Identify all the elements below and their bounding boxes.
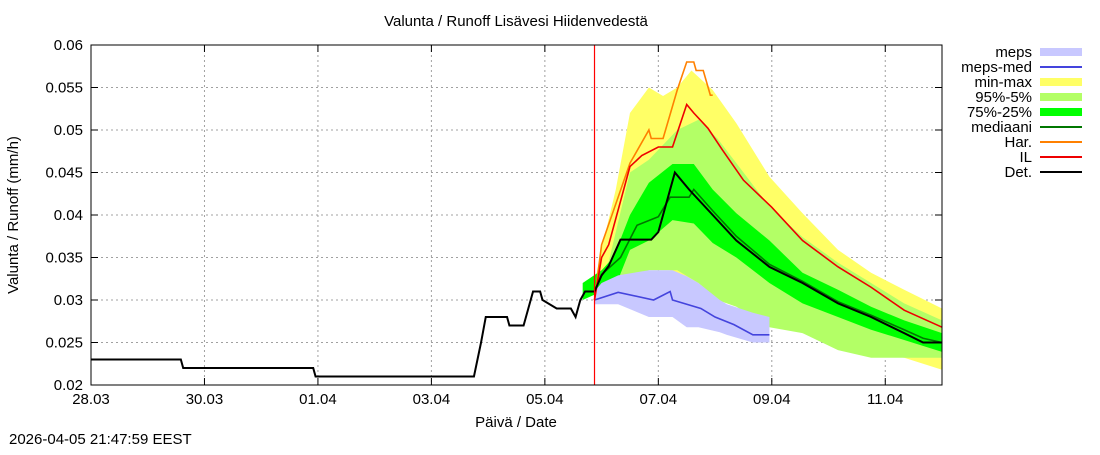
x-tick-label: 07.04 [640,391,678,408]
legend-label: Har. [1004,134,1032,151]
x-tick-label: 01.04 [299,391,337,408]
y-axis-label: Valunta / Runoff (mm/h) [5,136,22,294]
series-det- [91,170,942,378]
series-mediaani [593,188,943,344]
legend-label: 95%-5% [975,89,1032,106]
y-tick-label: 0.04 [54,207,83,224]
axes: 0.02 0.025 0.03 0.035 0.04 0.045 0.05 0.055 0.06… [45,37,943,408]
x-tick-label: 09.04 [753,391,791,408]
x-tick-label: 03.04 [413,391,451,408]
legend-swatch [1040,78,1082,86]
legend-label: mediaani [971,119,1032,136]
x-tick-label: 05.04 [526,391,564,408]
legend-label: 75%-25% [967,104,1032,121]
series-lines [91,45,943,385]
legend-label: meps [995,44,1032,61]
y-tick-label: 0.02 [54,377,83,394]
x-tick-label: 30.03 [186,391,224,408]
series-meps-med [594,290,770,336]
legend-label: meps-med [961,59,1032,76]
grid [91,45,942,385]
y-tick-label: 0.025 [45,335,83,352]
series-il [593,102,943,328]
x-tick-label: 11.04 [867,391,903,408]
y-tick-label: 0.035 [45,250,83,267]
x-tick-label: 28.03 [72,391,110,408]
timestamp: 2026-04-05 21:47:59 EEST [9,431,192,448]
legend-swatch [1040,108,1082,116]
chart-title: Valunta / Runoff Lisävesi Hiidenvedestä [384,13,648,30]
y-tick-label: 0.06 [54,37,83,54]
legend-label: Det. [1004,164,1032,181]
y-tick-label: 0.055 [45,80,83,97]
legend: mepsmeps-medmin-max95%-5%75%-25%mediaani… [961,44,1082,181]
y-tick-label: 0.045 [45,165,83,182]
legend-label: min-max [974,74,1032,91]
series-har- [593,61,713,301]
plot-frame [90,44,943,386]
legend-swatch [1040,48,1082,56]
y-tick-label: 0.03 [54,292,83,309]
band-meps [594,270,770,343]
legend-swatch [1040,93,1082,101]
x-axis-label: Päivä / Date [475,414,557,431]
legend-label: IL [1019,149,1032,166]
y-tick-label: 0.05 [54,122,83,139]
